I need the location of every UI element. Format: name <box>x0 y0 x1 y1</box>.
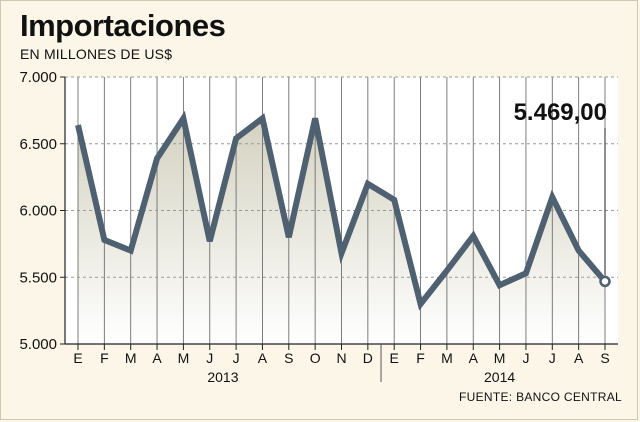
x-tick-label: M <box>441 350 453 366</box>
x-tick-label: J <box>206 350 213 366</box>
y-tick-label: 5.000 <box>19 336 57 353</box>
line-layer <box>75 110 611 311</box>
x-tick-label: O <box>310 350 321 366</box>
x-tick-label: A <box>574 350 584 366</box>
x-tick-label: J <box>549 350 556 366</box>
x-tick-label: J <box>522 350 529 366</box>
callout-label: 5.469,00 <box>514 99 607 126</box>
x-tick-label: S <box>600 350 609 366</box>
y-tick-label: 7.000 <box>19 69 57 86</box>
last-data-point <box>599 275 611 288</box>
axis-layer <box>60 76 618 382</box>
y-tick-label: 6.000 <box>19 203 57 220</box>
x-tick-label: S <box>284 350 293 366</box>
x-tick-label: F <box>100 350 109 366</box>
chart-title: Importaciones <box>20 8 226 43</box>
x-tick-label: A <box>152 350 162 366</box>
x-tick-label: M <box>125 350 137 366</box>
y-tick-label: 5.500 <box>19 269 57 286</box>
x-tick-label: A <box>469 350 479 366</box>
x-tick-label: J <box>233 350 240 366</box>
year-label: 2014 <box>484 369 515 385</box>
chart-subtitle: EN MILLONES DE US$ <box>20 46 173 62</box>
x-tick-label: D <box>363 350 373 366</box>
source-note: FUENTE: BANCO CENTRAL <box>459 390 622 404</box>
x-tick-label: M <box>494 350 506 366</box>
year-label: 2013 <box>207 369 238 385</box>
x-tick-label: M <box>178 350 190 366</box>
x-tick-label: E <box>390 350 399 366</box>
x-tick-label: A <box>258 350 268 366</box>
y-tick-label: 6.500 <box>19 136 57 153</box>
x-tick-label: E <box>73 350 82 366</box>
x-tick-label: F <box>416 350 425 366</box>
x-tick-label: N <box>336 350 346 366</box>
